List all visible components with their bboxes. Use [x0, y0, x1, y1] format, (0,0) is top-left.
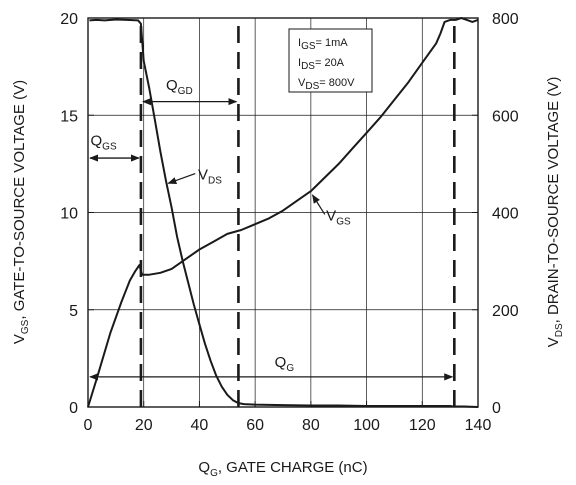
- x-tick-label: 100: [353, 417, 380, 434]
- y-tick-label: 0: [69, 400, 78, 417]
- y2-axis-label: VDS, DRAIN-TO-SOURCE VOLTAGE (V): [545, 77, 565, 348]
- condition-igs: IGS= 1mA: [298, 37, 348, 52]
- y2-tick-label: 400: [492, 206, 519, 223]
- condition-vds: VDS= 800V: [298, 77, 355, 92]
- marker-lines: [139, 26, 456, 407]
- y-tick-label: 20: [60, 11, 78, 28]
- y-tick-label: 15: [60, 108, 78, 125]
- qg-label: QG: [275, 354, 295, 374]
- x-tick-label: 0: [84, 417, 93, 434]
- y2-tick-label: 800: [492, 11, 519, 28]
- vds-pointer: [167, 173, 196, 184]
- y-axis-label: VGS, GATE-TO-SOURCE VOLTAGE (V): [11, 80, 31, 344]
- x-tick-label: 60: [246, 417, 264, 434]
- x-tick-label: 20: [135, 417, 153, 434]
- conditions-box: IGS= 1mA IDS= 20A VDS= 800V: [288, 28, 373, 93]
- y2-tick-label: 0: [492, 400, 501, 417]
- qgd-label: QGD: [166, 77, 193, 97]
- series-line-vgs: [87, 17, 479, 408]
- y2-tick-label: 600: [492, 108, 519, 125]
- vds-label: VDS: [198, 167, 222, 187]
- x-tick-label: 140: [465, 417, 492, 434]
- y-tick-label: 5: [69, 303, 78, 320]
- x-tick-label: 120: [409, 417, 436, 434]
- annotations-layer: QGD QGS QG VDS VGS: [89, 77, 454, 381]
- x-axis-label: QG, GATE CHARGE (nC): [198, 459, 367, 479]
- y-tick-label: 10: [60, 206, 78, 223]
- condition-ids: IDS= 20A: [298, 57, 345, 72]
- y2-tick-label: 200: [492, 303, 519, 320]
- x-tick-label: 80: [302, 417, 320, 434]
- qgs-label: QGS: [91, 132, 117, 152]
- vgs-label: VGS: [326, 207, 351, 227]
- vgs-pointer: [312, 194, 326, 215]
- x-tick-label: 40: [191, 417, 209, 434]
- conditions-frame: [288, 28, 373, 93]
